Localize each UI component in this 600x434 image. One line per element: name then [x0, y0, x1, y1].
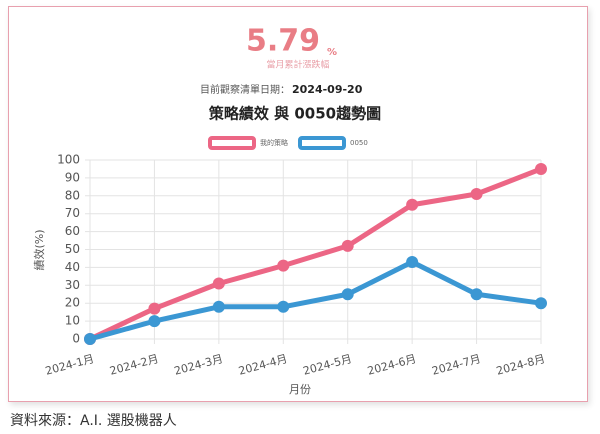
x-tick-label: 2024-3月 — [173, 352, 225, 377]
y-tick-label: 90 — [65, 170, 80, 184]
point — [148, 302, 161, 315]
point — [341, 239, 354, 252]
point — [277, 259, 290, 272]
point — [470, 188, 483, 201]
series-line — [88, 166, 542, 342]
date-label: 目前觀察清單日期： — [200, 83, 290, 96]
x-tick-label: 2024-6月 — [366, 352, 418, 377]
headline: 5.79 — [246, 24, 320, 59]
legend-label: 0050 — [350, 139, 368, 147]
y-axis-label: 績效(%) — [32, 229, 46, 270]
point — [406, 198, 419, 211]
point — [212, 277, 225, 290]
y-tick-label: 80 — [65, 188, 80, 202]
y-tick-label: 70 — [65, 206, 80, 220]
legend-swatch — [298, 136, 346, 150]
legend-swatch — [208, 136, 256, 150]
x-tick-label: 2024-1月 — [44, 352, 96, 377]
chart: 5.79 % 當月累計漲跌幅 目前觀察清單日期： 2024-09-20 策略績效… — [32, 24, 547, 396]
x-tick-label: 2024-4月 — [237, 352, 289, 377]
date: 2024-09-20 — [292, 83, 363, 96]
point — [84, 333, 96, 345]
y-tick-label: 10 — [65, 314, 80, 328]
point — [212, 300, 225, 313]
chart-title: 策略績效 與 0050趨勢圖 — [208, 105, 381, 123]
y-tick-label: 20 — [65, 296, 80, 310]
point — [341, 288, 354, 301]
source-note: 資料來源：A.I. 選股機器人 — [10, 413, 177, 429]
y-tick-label: 30 — [65, 278, 80, 292]
y-tick-label: 100 — [57, 153, 80, 167]
y-tick-label: 60 — [65, 224, 80, 238]
x-tick-label: 2024-5月 — [302, 352, 354, 377]
x-tick-label: 2024-7月 — [430, 352, 482, 377]
y-tick-label: 40 — [65, 260, 80, 274]
y-tick-label: 50 — [65, 242, 80, 256]
y-tick-label: 0 — [72, 332, 80, 346]
point — [148, 315, 161, 328]
point — [406, 256, 419, 269]
series-line — [89, 259, 542, 342]
point — [535, 297, 547, 310]
headline-caption: 當月累計漲跌幅 — [266, 59, 329, 71]
x-tick-label: 2024-8月 — [495, 352, 547, 377]
x-axis-label: 月份 — [289, 383, 311, 396]
point — [535, 162, 547, 175]
point — [277, 300, 290, 313]
x-tick-label: 2024-2月 — [108, 352, 160, 377]
headline-unit: % — [327, 47, 337, 58]
legend-label: 我的策略 — [260, 138, 288, 147]
point — [470, 288, 483, 301]
